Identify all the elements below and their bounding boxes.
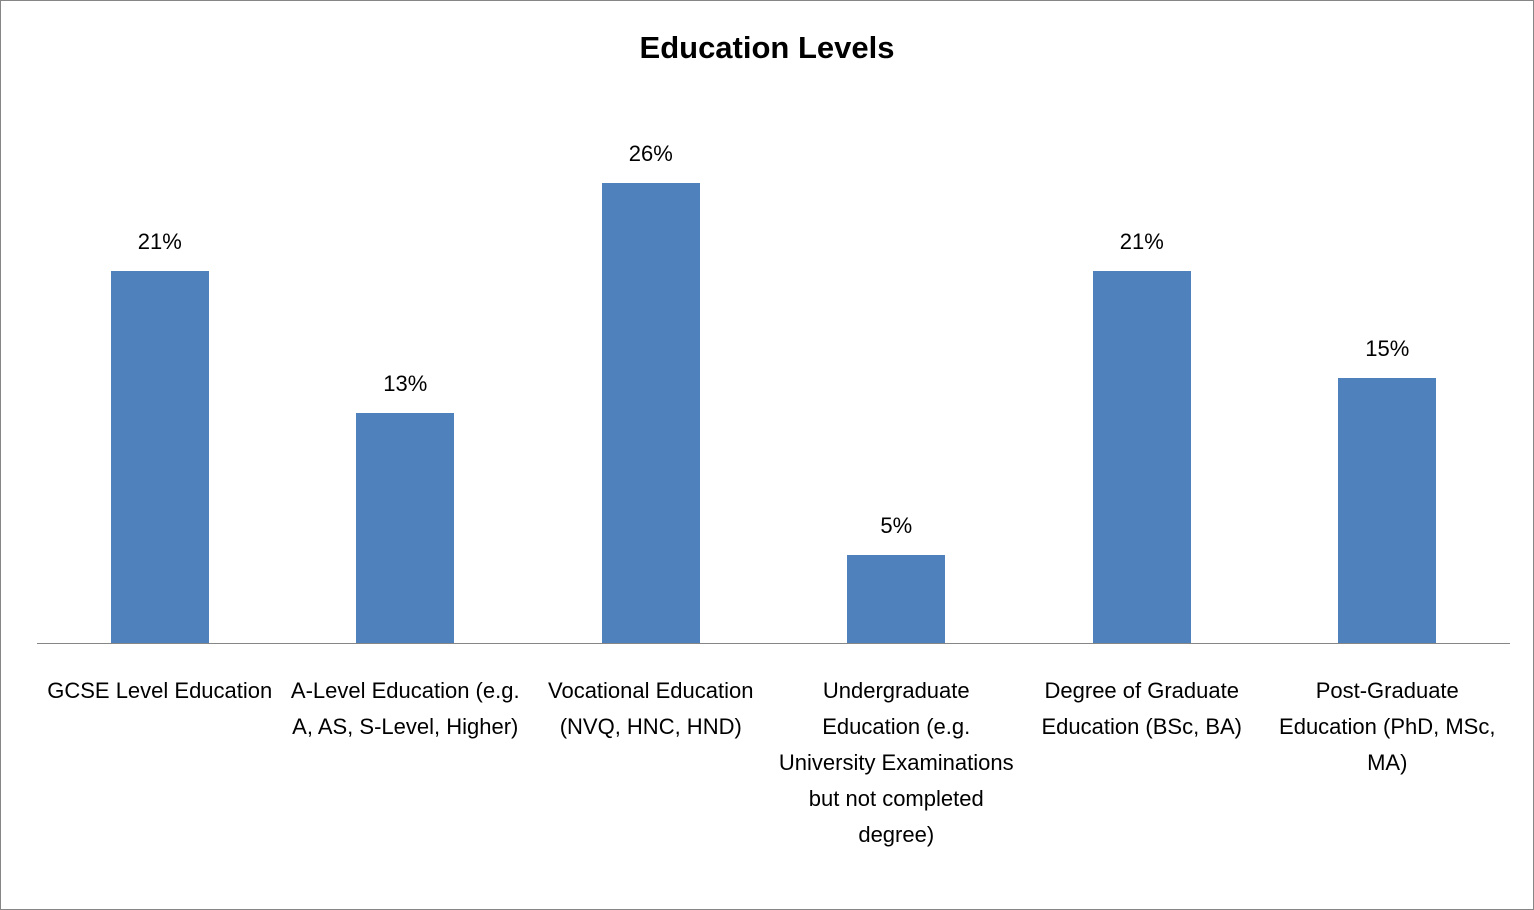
bar [847,554,946,643]
data-label: 21% [137,229,182,255]
bar [1092,271,1191,643]
bar [601,183,700,643]
bar [110,271,209,643]
chart-title: Education Levels [639,30,895,65]
x-tick-label: Undergraduate Education (e.g. University… [778,678,1014,847]
data-label: 15% [1365,335,1410,361]
x-tick-label: A-Level Education (e.g. A, AS, S-Level, … [290,678,520,739]
data-label: 21% [1119,229,1164,255]
data-label: 13% [383,371,428,396]
x-tick-label: Post-Graduate Education (PhD, MSc, MA) [1279,678,1496,775]
bar [356,413,455,643]
bar [1338,377,1437,643]
data-label: 26% [628,141,673,166]
data-label: 5% [880,512,913,538]
x-tick-label: GCSE Level Education [47,678,273,703]
x-tick-label: Vocational Education (NVQ, HNC, HND) [548,678,754,739]
category-axis [37,643,1510,644]
x-tick-label: Degree of Graduate Education (BSc, BA) [1041,678,1243,739]
